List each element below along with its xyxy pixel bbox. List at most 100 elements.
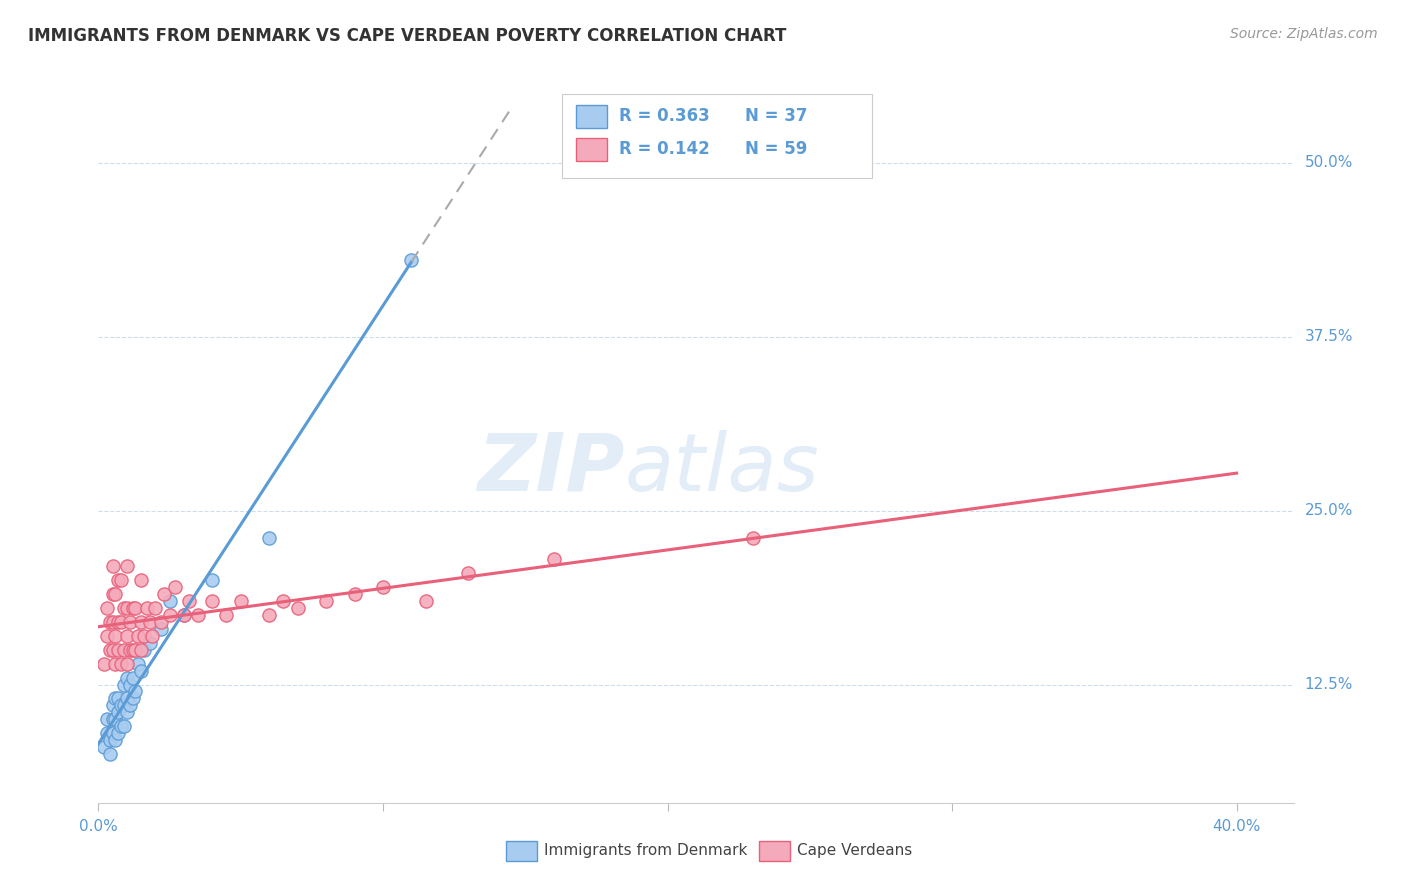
Point <box>150 622 173 636</box>
Point <box>96 629 118 643</box>
Point <box>124 684 146 698</box>
Point <box>96 726 118 740</box>
Point <box>107 691 129 706</box>
Point <box>159 607 181 622</box>
Point <box>127 657 149 671</box>
Text: 25.0%: 25.0% <box>1305 503 1353 518</box>
Point <box>101 726 124 740</box>
Point <box>101 559 124 574</box>
Point <box>104 587 127 601</box>
Point <box>115 671 138 685</box>
Point <box>101 642 124 657</box>
Point <box>543 552 565 566</box>
Point <box>127 629 149 643</box>
Point <box>115 559 138 574</box>
Point <box>124 601 146 615</box>
Point <box>201 573 224 587</box>
Point <box>129 664 152 678</box>
Point <box>112 677 135 691</box>
Point <box>371 580 394 594</box>
Point <box>98 642 121 657</box>
Point <box>101 698 124 713</box>
Point <box>165 580 187 594</box>
Point <box>121 691 143 706</box>
Point <box>93 740 115 755</box>
Point <box>115 706 138 720</box>
Point <box>121 601 143 615</box>
Point <box>173 607 195 622</box>
Point <box>415 594 437 608</box>
Point <box>107 642 129 657</box>
Point <box>112 642 135 657</box>
Point <box>104 691 127 706</box>
Point <box>257 607 280 622</box>
Point <box>112 698 135 713</box>
Text: atlas: atlas <box>624 430 820 508</box>
Point <box>153 587 176 601</box>
Text: 37.5%: 37.5% <box>1305 329 1353 344</box>
Point <box>741 532 763 546</box>
Text: Cape Verdeans: Cape Verdeans <box>797 844 912 858</box>
Text: ZIP: ZIP <box>477 430 624 508</box>
Point <box>104 733 127 747</box>
Point <box>138 636 160 650</box>
Point <box>110 573 132 587</box>
Text: 12.5%: 12.5% <box>1305 677 1353 692</box>
Text: Immigrants from Denmark: Immigrants from Denmark <box>544 844 748 858</box>
Point <box>187 607 209 622</box>
Point <box>98 615 121 629</box>
Point <box>121 642 143 657</box>
Point <box>112 601 135 615</box>
Point <box>115 629 138 643</box>
Point <box>110 698 132 713</box>
Point <box>150 615 173 629</box>
Text: Source: ZipAtlas.com: Source: ZipAtlas.com <box>1230 27 1378 41</box>
Point <box>104 712 127 726</box>
Point <box>115 657 138 671</box>
Point <box>115 691 138 706</box>
Point <box>107 706 129 720</box>
Point <box>141 629 163 643</box>
Point <box>107 573 129 587</box>
Point <box>201 594 224 608</box>
Point <box>287 601 309 615</box>
Point <box>104 657 127 671</box>
Point <box>107 726 129 740</box>
Text: 50.0%: 50.0% <box>1305 155 1353 170</box>
Point <box>101 712 124 726</box>
Text: 40.0%: 40.0% <box>1212 820 1261 835</box>
Point <box>132 642 155 657</box>
Point <box>229 594 252 608</box>
Point <box>107 615 129 629</box>
Point <box>179 594 201 608</box>
Point <box>118 677 141 691</box>
Point <box>110 657 132 671</box>
Point <box>257 532 280 546</box>
Point <box>110 719 132 733</box>
Point <box>215 607 238 622</box>
Text: R = 0.363: R = 0.363 <box>619 107 710 125</box>
Point <box>110 615 132 629</box>
Point <box>121 671 143 685</box>
Point <box>135 601 157 615</box>
Point <box>273 594 295 608</box>
Point <box>101 587 124 601</box>
Point <box>104 629 127 643</box>
Point <box>96 601 118 615</box>
Point <box>93 657 115 671</box>
Point <box>138 615 160 629</box>
Point <box>101 615 124 629</box>
Point <box>173 607 195 622</box>
Point <box>118 642 141 657</box>
Text: 0.0%: 0.0% <box>79 820 118 835</box>
Point <box>96 712 118 726</box>
Point <box>132 629 155 643</box>
Point <box>129 573 152 587</box>
Point <box>159 594 181 608</box>
Point <box>118 698 141 713</box>
Point <box>401 253 423 268</box>
Point <box>98 733 121 747</box>
Point <box>115 601 138 615</box>
Text: R = 0.142: R = 0.142 <box>619 140 710 158</box>
Text: IMMIGRANTS FROM DENMARK VS CAPE VERDEAN POVERTY CORRELATION CHART: IMMIGRANTS FROM DENMARK VS CAPE VERDEAN … <box>28 27 786 45</box>
